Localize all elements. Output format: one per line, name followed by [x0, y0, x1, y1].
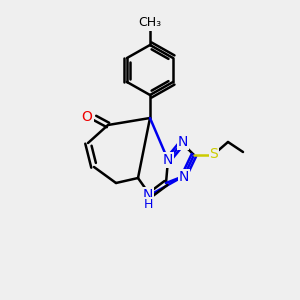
Text: N: N: [143, 188, 153, 202]
Text: CH₃: CH₃: [138, 16, 162, 29]
Text: N: N: [163, 153, 173, 167]
Text: N: N: [179, 170, 189, 184]
Text: N: N: [178, 135, 188, 149]
Text: S: S: [210, 147, 218, 161]
Text: O: O: [82, 110, 92, 124]
Text: H: H: [143, 197, 153, 211]
